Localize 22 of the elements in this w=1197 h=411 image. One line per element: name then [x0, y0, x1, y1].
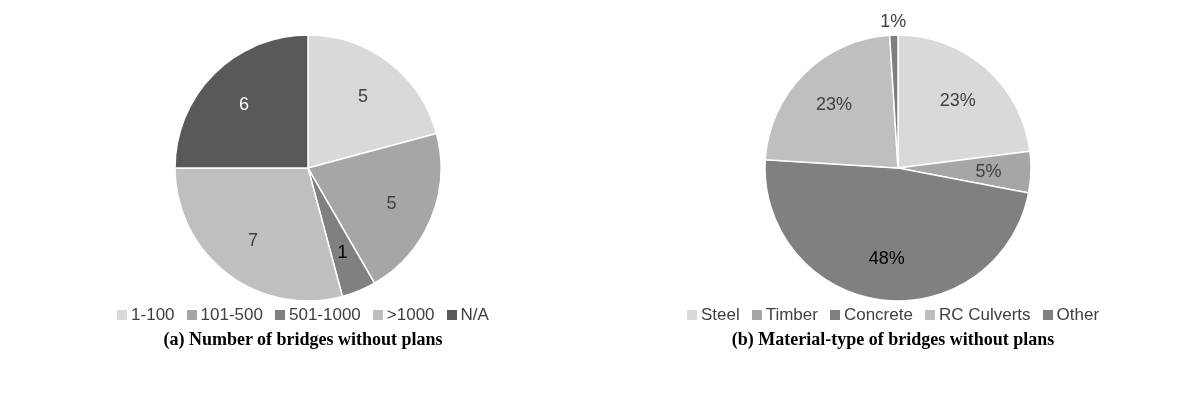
data-label: 23%: [816, 94, 853, 115]
data-label: 23%: [939, 90, 976, 111]
data-label: 6: [239, 94, 250, 115]
legend-label: Steel: [700, 305, 740, 325]
data-label: 7: [247, 229, 258, 250]
legend-label: Timber: [765, 305, 818, 325]
legend-label: RC Culverts: [938, 305, 1031, 325]
legend-label: >1000: [386, 305, 435, 325]
data-label: 48%: [868, 247, 905, 268]
data-label: 1%: [880, 11, 907, 32]
data-label: 5: [358, 86, 369, 107]
data-label: 5%: [975, 160, 1002, 181]
legend-label: N/A: [460, 305, 489, 325]
text: (b) Material-type of bridges without plans: [730, 329, 1056, 350]
data-label: 1: [337, 241, 348, 262]
legend-label: Other: [1056, 305, 1100, 325]
legend-label: 501-1000: [288, 305, 361, 325]
legend-label: 101-500: [200, 305, 263, 325]
legend-label: Concrete: [843, 305, 913, 325]
legend-label: 1-100: [131, 305, 175, 325]
text: (a) Number of bridges without plans: [162, 329, 444, 350]
data-label: 5: [386, 192, 397, 213]
